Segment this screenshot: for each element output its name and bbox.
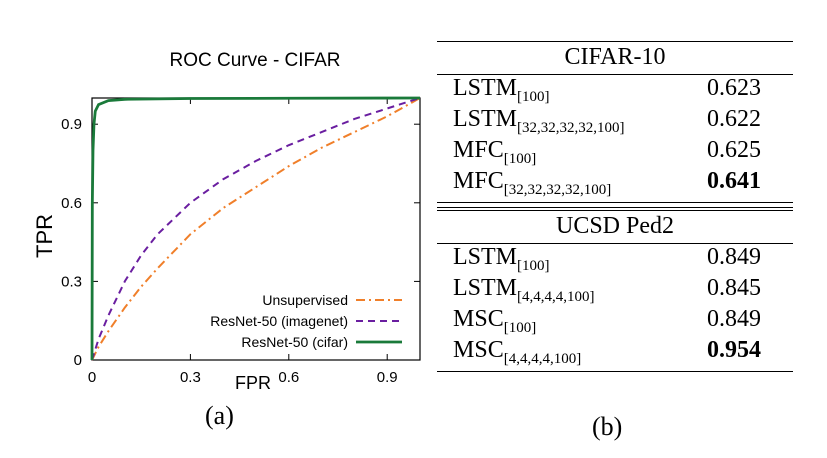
caption-b: (b) <box>592 412 623 441</box>
y-tick-label: 0 <box>74 352 82 369</box>
table-row: MFC[32,32,32,32,100] 0.641 <box>437 166 793 198</box>
series-line-3 <box>90 96 421 361</box>
legend-label-3: ResNet-50 (cifar) <box>241 334 348 350</box>
auc-value: 0.954 <box>707 337 761 363</box>
auc-value: 0.622 <box>707 106 761 132</box>
table-rule-top <box>437 41 793 42</box>
auc-value: 0.625 <box>707 137 761 163</box>
caption-a: (a) <box>205 401 234 430</box>
auc-value: 0.623 <box>707 75 761 101</box>
table-section: UCSD Ped2 LSTM[100] 0.849 LSTM[4,4,4,4,100]… <box>437 210 793 367</box>
table-row: MSC[100] 0.849 <box>437 304 793 336</box>
table-rule-bottom <box>437 202 793 203</box>
model-config: [32,32,32,32,100] <box>517 120 625 136</box>
table-row: LSTM[4,4,4,4,100] 0.845 <box>437 273 793 305</box>
series-line-2 <box>91 97 421 361</box>
y-tick-label: 0.6 <box>61 195 82 212</box>
model-config: [100] <box>517 258 550 274</box>
chart-title: ROC Curve - CIFAR <box>169 50 340 71</box>
x-tick-label: 0.3 <box>180 369 201 386</box>
model-name: LSTM[4,4,4,4,100] <box>453 275 595 305</box>
x-axis-label: FPR <box>235 373 271 393</box>
model-config: [100] <box>503 320 537 336</box>
y-axis-label: TPR <box>32 214 57 258</box>
x-tick-label: 0.6 <box>278 369 299 386</box>
table-row: MSC[4,4,4,4,100] 0.954 <box>437 335 793 367</box>
model-config: [4,4,4,4,100] <box>503 351 582 367</box>
model-name: LSTM[100] <box>453 75 550 105</box>
table-rule-mid <box>437 243 793 244</box>
table-row: LSTM[100] 0.849 <box>437 242 793 274</box>
table-rule-separator <box>437 207 793 208</box>
auc-value: 0.845 <box>707 275 761 301</box>
y-tick-label: 0.9 <box>61 116 82 133</box>
auc-value: 0.641 <box>707 168 761 194</box>
model-config: [100] <box>503 151 537 167</box>
table-rule-bottom <box>437 371 793 372</box>
roc-chart: ROC Curve - CIFAR TPR FPR 0 0.3 0.6 0.9 0 0.3… <box>32 50 421 393</box>
table-row: MFC[100] 0.625 <box>437 135 793 167</box>
x-tick-label: 0.9 <box>377 369 398 386</box>
model-name: LSTM[32,32,32,32,100] <box>453 106 625 136</box>
model-name: LSTM[100] <box>453 244 550 274</box>
table-row: LSTM[32,32,32,32,100] 0.622 <box>437 104 793 136</box>
table-rule-top <box>437 210 793 211</box>
section-title: UCSD Ped2 <box>555 213 675 239</box>
model-config: [32,32,32,32,100] <box>503 182 612 198</box>
table-row: LSTM[100] 0.623 <box>437 73 793 105</box>
model-config: [100] <box>517 89 550 105</box>
x-tick-label: 0 <box>88 369 96 386</box>
y-tick-label: 0.3 <box>61 273 82 290</box>
table-section: CIFAR-10 LSTM[100] 0.623 LSTM[32,32,32,32,1… <box>437 41 793 198</box>
section-title: CIFAR-10 <box>564 44 666 70</box>
model-name: MSC[4,4,4,4,100] <box>453 337 582 367</box>
table-rule-mid <box>437 74 793 75</box>
series-line-1 <box>91 97 421 361</box>
legend-label-2: ResNet-50 (imagenet) <box>210 313 348 329</box>
model-config: [4,4,4,4,100] <box>517 289 595 305</box>
legend-label-1: Unsupervised <box>262 292 348 308</box>
auc-value: 0.849 <box>707 244 761 270</box>
model-name: MSC[100] <box>453 306 537 336</box>
auc-value: 0.849 <box>707 306 761 332</box>
model-name: MFC[32,32,32,32,100] <box>453 168 612 198</box>
model-name: MFC[100] <box>453 137 537 167</box>
